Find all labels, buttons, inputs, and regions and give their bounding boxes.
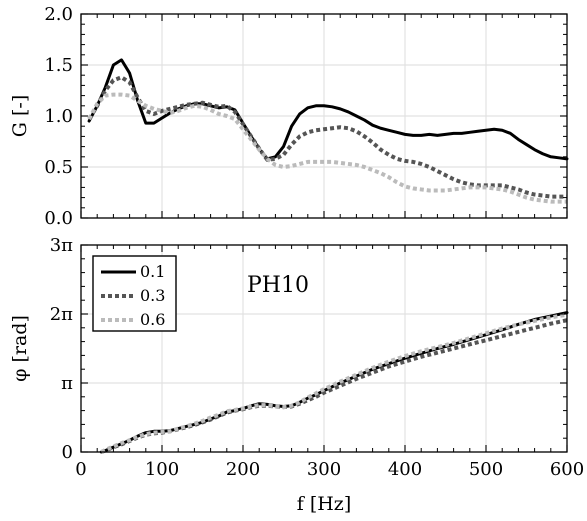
legend-0.1-label: 0.1 [140,262,165,281]
phase-panel: 0 π 2π 3π 0 100 200 300 400 500 600 φ [rad] f [Hz]… [9,235,584,515]
y-tick-label: 2.0 [44,4,73,25]
legend-0.3-label: 0.3 [140,286,165,305]
legend-0.6-label: 0.6 [140,310,165,329]
x-tick-label: 600 [550,459,584,480]
legend: 0.1 0.3 0.6 [93,256,176,331]
x-tick-label: 300 [307,459,341,480]
series-0.3-line [89,77,567,196]
y-tick-label: 0 [62,442,73,463]
frequency-x-axis-title: f [Hz] [297,493,351,515]
ph10-annotation: PH10 [247,273,309,298]
y-tick-label: 0.0 [44,208,73,229]
y-tick-label: 3π [50,235,73,256]
x-tick-label: 200 [226,459,260,480]
x-tick-label: 400 [388,459,422,480]
gain-panel: 0.0 0.5 1.0 1.5 2.0 G [-] [9,4,567,229]
y-tick-label: 1.5 [44,55,73,76]
gain-y-axis-title: G [-] [9,95,31,137]
y-tick-label: 0.5 [44,157,73,178]
y-tick-label: 1.0 [44,106,73,127]
x-tick-label: 100 [145,459,179,480]
y-tick-label: 2π [50,304,73,325]
phase-y-axis-title: φ [rad] [9,315,31,382]
y-tick-label: π [61,373,73,394]
x-tick-label: 0 [75,459,86,480]
x-tick-label: 500 [469,459,503,480]
